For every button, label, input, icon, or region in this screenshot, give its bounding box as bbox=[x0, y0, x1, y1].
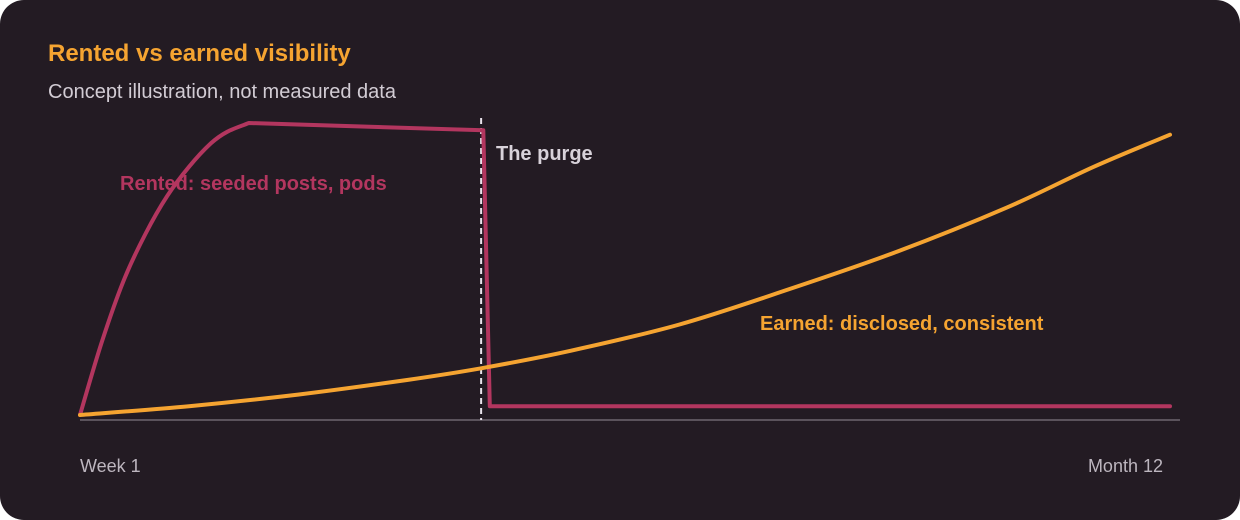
series-label-rented: Rented: seeded posts, pods bbox=[120, 173, 387, 195]
chart-subtitle: Concept illustration, not measured data bbox=[48, 81, 396, 103]
x-tick-end: Month 12 bbox=[1088, 456, 1163, 476]
x-tick-start: Week 1 bbox=[80, 456, 141, 476]
chart-title: Rented vs earned visibility bbox=[48, 40, 351, 67]
series-line-rented bbox=[78, 121, 1172, 417]
purge-label: The purge bbox=[496, 143, 593, 165]
series-label-earned: Earned: disclosed, consistent bbox=[760, 313, 1044, 335]
series-line-earned bbox=[78, 132, 1172, 417]
